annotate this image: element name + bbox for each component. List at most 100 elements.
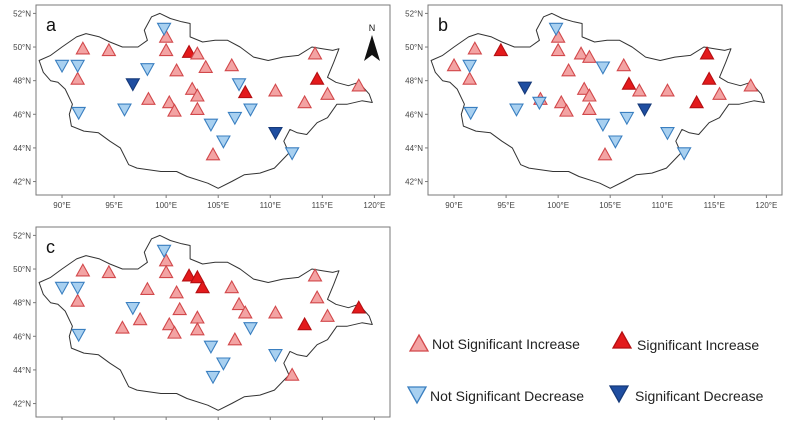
legend-label-significant-decrease: Significant Decrease <box>635 388 764 404</box>
x-tick-label: 90°E <box>53 201 70 210</box>
y-tick-label: 46°N <box>405 110 423 119</box>
station-not-significant-decrease <box>156 22 172 37</box>
y-tick-label: 48°N <box>405 77 423 86</box>
station-not-significant-decrease <box>531 96 547 111</box>
station-not-significant-increase <box>284 367 300 381</box>
x-tick-label: 95°E <box>497 201 514 210</box>
x-tick-label: 120°E <box>755 201 777 210</box>
station-not-significant-increase <box>307 46 323 60</box>
station-not-significant-increase <box>743 78 759 92</box>
station-significant-increase <box>297 316 313 331</box>
station-not-significant-increase <box>597 147 613 161</box>
triangle-down-icon <box>406 386 428 405</box>
station-not-significant-decrease <box>203 340 219 355</box>
station-not-significant-decrease <box>156 244 172 259</box>
x-tick-label: 95°E <box>105 201 122 210</box>
station-significant-increase <box>351 300 367 314</box>
station-not-significant-decrease <box>595 61 611 75</box>
station-significant-increase <box>237 84 253 99</box>
station-not-significant-increase <box>224 57 240 72</box>
station-significant-increase <box>309 71 325 85</box>
x-tick-label: 90°E <box>445 201 462 210</box>
station-not-significant-decrease <box>117 103 132 117</box>
station-significant-increase <box>689 94 705 109</box>
station-not-significant-increase <box>462 71 478 85</box>
station-not-significant-increase <box>446 57 462 72</box>
x-tick-label: 100°E <box>547 201 569 210</box>
station-not-significant-increase <box>205 147 221 161</box>
station-not-significant-increase <box>75 41 91 55</box>
station-not-significant-increase <box>550 29 566 43</box>
station-not-significant-decrease <box>595 118 611 133</box>
triangle-up-icon <box>408 333 430 352</box>
station-not-significant-increase <box>631 83 647 97</box>
x-tick-label: 115°E <box>312 201 333 210</box>
station-not-significant-increase <box>576 81 592 95</box>
triangle-up-icon <box>611 330 633 349</box>
station-not-significant-increase <box>559 103 574 117</box>
y-tick-label: 50°N <box>405 43 423 52</box>
station-not-significant-decrease <box>227 111 243 126</box>
x-tick-label: 105°E <box>599 201 621 210</box>
station-not-significant-increase <box>581 101 597 115</box>
station-not-significant-increase <box>467 41 483 55</box>
legend-icon-significant-decrease <box>608 385 630 404</box>
station-not-significant-increase <box>169 62 184 77</box>
map-panel-b: 90°E 95°E 100°E 105°E 110°E 115°E 120°E 42°N 44°… <box>405 4 783 210</box>
station-not-significant-increase <box>712 86 727 100</box>
legend-icon-not-significant-increase <box>408 333 430 352</box>
station-not-significant-decrease <box>676 147 692 161</box>
station-not-significant-increase <box>553 94 569 109</box>
station-not-significant-decrease <box>462 59 478 74</box>
x-tick-label: 115°E <box>704 201 725 210</box>
station-not-significant-increase <box>189 321 205 336</box>
station-not-significant-increase <box>189 101 205 115</box>
station-not-significant-decrease <box>231 78 247 92</box>
x-tick-label: 100°E <box>155 201 177 210</box>
station-not-significant-decrease <box>284 147 300 161</box>
station-not-significant-decrease <box>54 281 70 296</box>
station-significant-increase <box>699 46 715 60</box>
station-not-significant-increase <box>351 78 367 92</box>
station-not-significant-increase <box>581 49 597 63</box>
station-not-significant-decrease <box>71 328 87 343</box>
station-not-significant-increase <box>101 42 117 57</box>
station-significant-decrease <box>517 81 533 96</box>
station-not-significant-decrease <box>509 103 524 117</box>
x-tick-label: 120°E <box>363 201 385 210</box>
station-not-significant-decrease <box>268 349 283 363</box>
station-not-significant-increase <box>297 94 313 109</box>
north-arrow-left-half <box>364 35 372 61</box>
station-not-significant-increase <box>309 289 325 304</box>
station-not-significant-increase <box>237 305 253 319</box>
station-not-significant-increase <box>167 325 182 339</box>
legend-label-significant-increase: Significant Increase <box>637 337 760 353</box>
station-not-significant-increase <box>75 263 91 277</box>
mongolia-boundary <box>38 234 373 411</box>
station-not-significant-increase <box>268 83 283 97</box>
station-not-significant-decrease <box>70 281 86 296</box>
station-not-significant-decrease <box>215 357 231 371</box>
station-not-significant-increase <box>184 81 200 95</box>
station-not-significant-increase <box>161 316 177 331</box>
x-tick-label: 110°E <box>652 201 673 210</box>
station-significant-increase <box>181 268 197 282</box>
station-not-significant-increase <box>114 320 130 334</box>
station-not-significant-increase <box>198 59 214 73</box>
y-tick-label: 44°N <box>13 366 31 375</box>
station-significant-increase <box>621 76 637 90</box>
y-tick-label: 48°N <box>13 299 31 308</box>
station-not-significant-increase <box>231 296 247 311</box>
station-not-significant-decrease <box>139 63 155 77</box>
station-not-significant-increase <box>550 42 566 57</box>
y-tick-label: 44°N <box>405 144 423 153</box>
station-not-significant-increase <box>581 88 597 102</box>
station-not-significant-decrease <box>203 118 219 133</box>
station-not-significant-increase <box>141 91 156 105</box>
station-not-significant-increase <box>158 29 174 43</box>
station-significant-increase <box>493 42 509 57</box>
station-not-significant-decrease <box>215 135 231 149</box>
station-not-significant-decrease <box>660 127 675 141</box>
y-tick-label: 50°N <box>13 43 31 52</box>
